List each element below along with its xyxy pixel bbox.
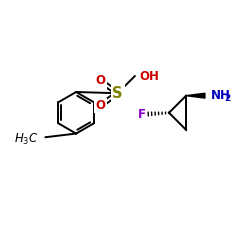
Text: O: O (96, 74, 106, 88)
Text: NH: NH (210, 89, 231, 102)
Text: F: F (138, 108, 146, 120)
Text: $H_3C$: $H_3C$ (14, 132, 38, 147)
Text: S: S (112, 86, 123, 101)
Polygon shape (186, 93, 205, 98)
Text: OH: OH (140, 70, 160, 82)
Text: O: O (96, 99, 106, 112)
Text: 2: 2 (224, 94, 230, 103)
